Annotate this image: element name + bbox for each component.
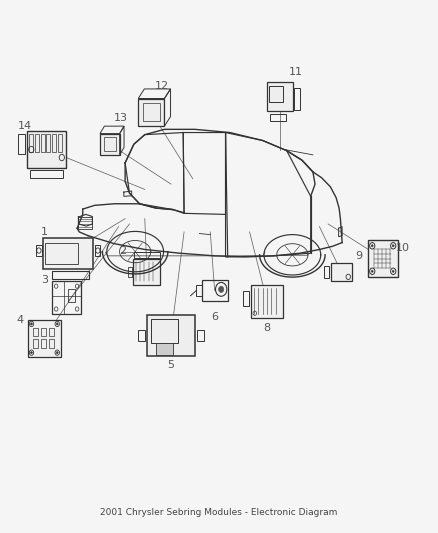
Bar (27, 132, 66, 167)
Bar (41, 340, 46, 348)
Text: 2: 2 (120, 246, 127, 255)
Bar (368, 240, 398, 277)
Bar (243, 291, 249, 306)
Bar (43, 238, 93, 269)
Text: 1: 1 (41, 227, 48, 237)
Bar (269, 86, 283, 102)
Circle shape (371, 245, 373, 247)
Circle shape (31, 352, 32, 354)
Bar (49, 328, 54, 336)
Bar (30, 170, 63, 177)
Text: 3: 3 (41, 275, 48, 285)
Text: 8: 8 (264, 322, 271, 333)
Circle shape (31, 323, 32, 325)
Bar (28, 320, 61, 357)
Bar (156, 343, 173, 355)
Circle shape (371, 270, 373, 272)
Bar (41, 328, 46, 336)
Bar (58, 134, 62, 152)
Bar (52, 271, 89, 279)
Bar (251, 285, 283, 318)
Bar (331, 263, 352, 281)
Bar (151, 319, 177, 343)
Bar (100, 134, 120, 155)
Bar (46, 243, 78, 264)
Bar (35, 134, 39, 152)
Circle shape (57, 352, 58, 354)
Bar (197, 330, 204, 341)
Bar (268, 82, 293, 111)
Bar (134, 252, 159, 258)
Circle shape (57, 323, 58, 325)
Bar (128, 267, 132, 277)
Bar (294, 88, 300, 110)
Bar (33, 340, 39, 348)
Bar (134, 259, 160, 285)
Bar (138, 99, 164, 126)
Circle shape (392, 270, 394, 272)
Bar (49, 340, 54, 348)
Text: 12: 12 (155, 81, 170, 91)
Circle shape (392, 245, 394, 247)
Bar (324, 266, 329, 278)
Bar (18, 134, 25, 155)
Bar (41, 134, 45, 152)
Bar (68, 289, 75, 302)
Text: 13: 13 (114, 112, 128, 123)
Circle shape (219, 286, 224, 293)
Bar (147, 315, 195, 357)
Bar (201, 280, 228, 301)
Bar (29, 134, 33, 152)
Text: 14: 14 (18, 120, 32, 131)
Bar (46, 134, 50, 152)
Bar (143, 103, 160, 122)
Text: 9: 9 (355, 251, 362, 261)
Text: 10: 10 (396, 243, 410, 253)
Text: 11: 11 (288, 68, 302, 77)
Bar (33, 328, 39, 336)
Bar (104, 138, 116, 151)
Bar (196, 285, 202, 296)
Bar (52, 134, 56, 152)
Text: 4: 4 (17, 314, 24, 325)
Bar (138, 330, 145, 341)
Bar (36, 245, 42, 256)
Bar (95, 245, 100, 256)
Text: 5: 5 (167, 360, 174, 370)
Text: 2001 Chrysler Sebring Modules - Electronic Diagram: 2001 Chrysler Sebring Modules - Electron… (100, 507, 338, 516)
Bar (270, 114, 286, 121)
Text: 6: 6 (211, 312, 218, 322)
